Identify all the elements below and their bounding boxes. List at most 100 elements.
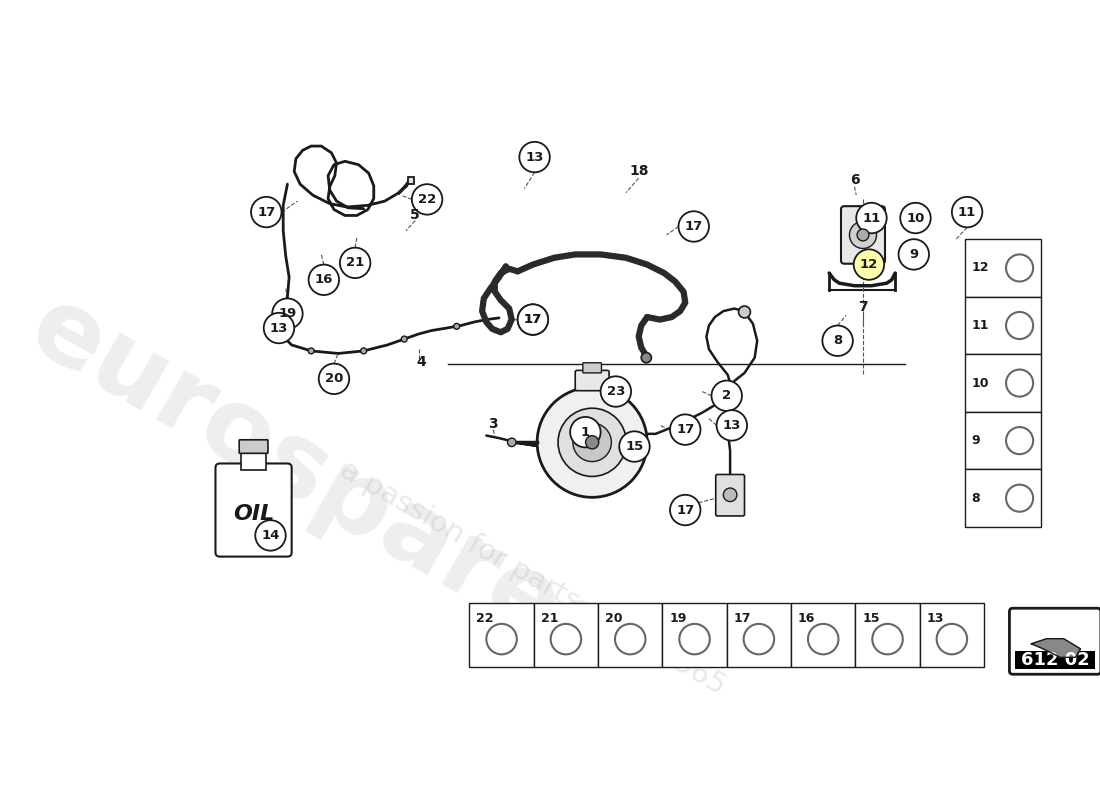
Text: 6: 6	[849, 173, 859, 187]
Text: 10: 10	[906, 211, 925, 225]
Text: 8: 8	[833, 334, 843, 347]
Text: 8: 8	[971, 492, 980, 505]
FancyBboxPatch shape	[1015, 650, 1094, 669]
Circle shape	[670, 494, 701, 526]
Circle shape	[952, 197, 982, 227]
Circle shape	[558, 408, 626, 477]
Circle shape	[264, 313, 294, 343]
Circle shape	[601, 376, 631, 406]
Text: 13: 13	[270, 322, 288, 334]
FancyBboxPatch shape	[791, 603, 856, 666]
FancyBboxPatch shape	[965, 412, 1041, 470]
Circle shape	[854, 250, 884, 280]
Circle shape	[585, 436, 598, 449]
Circle shape	[319, 364, 349, 394]
Text: 9: 9	[971, 434, 980, 447]
Circle shape	[507, 438, 516, 446]
Text: 12: 12	[971, 262, 989, 274]
Circle shape	[570, 417, 601, 447]
Circle shape	[411, 184, 442, 214]
Text: 11: 11	[958, 206, 976, 218]
Circle shape	[251, 197, 282, 227]
Text: 16: 16	[798, 612, 815, 625]
Circle shape	[724, 488, 737, 502]
Circle shape	[454, 323, 460, 330]
Text: 2: 2	[723, 390, 732, 402]
Text: 17: 17	[676, 503, 694, 517]
Text: 17: 17	[684, 220, 703, 233]
Text: 4: 4	[416, 355, 426, 369]
FancyBboxPatch shape	[842, 206, 886, 264]
Text: 5: 5	[410, 209, 420, 222]
Polygon shape	[1032, 638, 1080, 658]
Text: 19: 19	[278, 307, 297, 320]
Text: 14: 14	[262, 529, 279, 542]
Text: 15: 15	[625, 440, 644, 453]
Circle shape	[641, 353, 651, 362]
Circle shape	[518, 304, 548, 335]
Text: a passion for parts since 1965: a passion for parts since 1965	[336, 455, 730, 700]
Text: 17: 17	[524, 313, 542, 326]
Circle shape	[309, 265, 339, 295]
FancyBboxPatch shape	[408, 178, 415, 184]
Circle shape	[823, 326, 852, 356]
Circle shape	[537, 387, 647, 498]
FancyBboxPatch shape	[583, 362, 602, 373]
FancyBboxPatch shape	[662, 603, 727, 666]
Text: 22: 22	[476, 612, 494, 625]
Text: 21: 21	[540, 612, 558, 625]
FancyBboxPatch shape	[965, 239, 1041, 297]
FancyBboxPatch shape	[575, 370, 609, 390]
Text: 19: 19	[669, 612, 686, 625]
Circle shape	[712, 381, 743, 411]
Circle shape	[518, 304, 548, 335]
Text: 17: 17	[524, 313, 542, 326]
Text: 3: 3	[488, 417, 498, 430]
Circle shape	[340, 248, 371, 278]
FancyBboxPatch shape	[216, 463, 292, 557]
Circle shape	[402, 336, 407, 342]
Text: 13: 13	[723, 419, 741, 432]
Circle shape	[857, 229, 869, 241]
Circle shape	[519, 142, 550, 172]
Circle shape	[856, 202, 887, 234]
FancyBboxPatch shape	[470, 603, 534, 666]
Circle shape	[619, 431, 650, 462]
FancyBboxPatch shape	[965, 354, 1041, 412]
FancyBboxPatch shape	[534, 603, 598, 666]
Text: 17: 17	[257, 206, 275, 218]
Text: 17: 17	[676, 423, 694, 436]
FancyBboxPatch shape	[716, 474, 745, 516]
Text: 10: 10	[971, 377, 989, 390]
Circle shape	[716, 410, 747, 441]
FancyBboxPatch shape	[598, 603, 662, 666]
Text: 17: 17	[734, 612, 751, 625]
Text: 13: 13	[926, 612, 944, 625]
Circle shape	[272, 298, 302, 329]
FancyBboxPatch shape	[965, 470, 1041, 527]
Text: 13: 13	[526, 150, 543, 163]
Circle shape	[361, 348, 366, 354]
Circle shape	[900, 202, 931, 234]
Circle shape	[670, 414, 701, 445]
FancyBboxPatch shape	[920, 603, 984, 666]
Circle shape	[849, 222, 877, 249]
Text: 1: 1	[581, 426, 590, 438]
Text: 612 02: 612 02	[1021, 651, 1089, 669]
Circle shape	[899, 239, 930, 270]
FancyBboxPatch shape	[965, 297, 1041, 354]
Text: 12: 12	[860, 258, 878, 271]
Text: 7: 7	[858, 300, 868, 314]
Text: 9: 9	[910, 248, 918, 261]
Text: 21: 21	[346, 256, 364, 270]
Text: OIL: OIL	[233, 504, 274, 524]
Text: 20: 20	[605, 612, 623, 625]
Text: 11: 11	[971, 319, 989, 332]
Text: 16: 16	[315, 274, 333, 286]
Text: eurospares: eurospares	[11, 276, 631, 693]
Text: 15: 15	[862, 612, 880, 625]
Circle shape	[679, 211, 710, 242]
Text: 18: 18	[629, 165, 648, 178]
Text: 23: 23	[607, 385, 625, 398]
FancyBboxPatch shape	[856, 603, 920, 666]
